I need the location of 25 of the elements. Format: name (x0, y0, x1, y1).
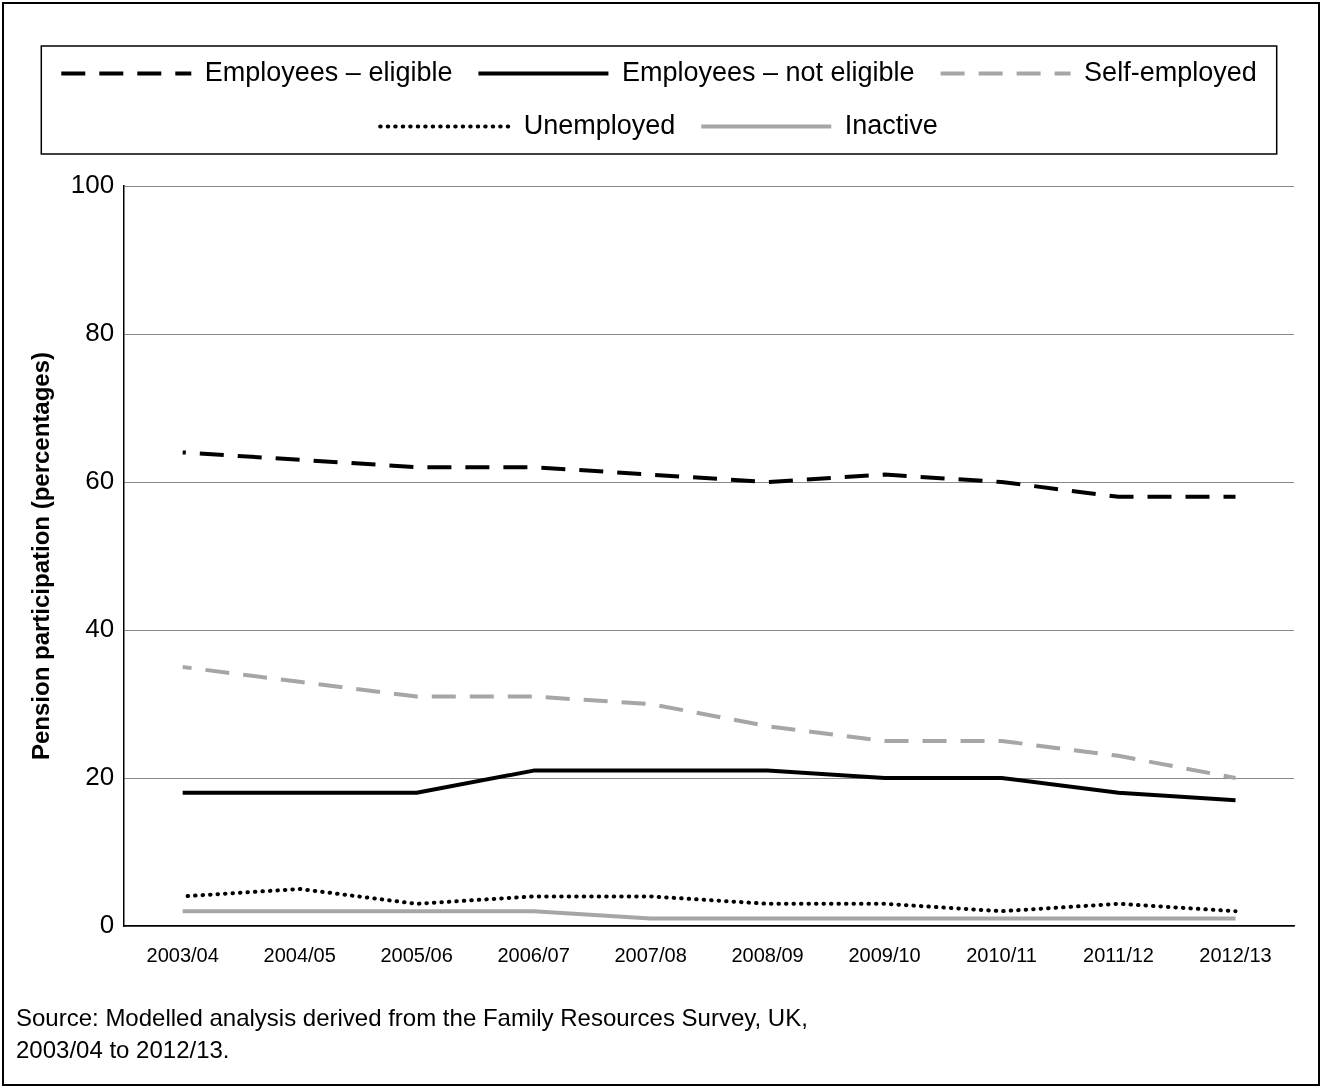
y-tick-label: 80 (85, 317, 115, 348)
legend-label: Employees – not eligible (621, 56, 915, 87)
y-tick-label: 60 (85, 465, 115, 496)
x-tick-label: 2009/10 (848, 943, 921, 966)
line-series (180, 665, 1238, 780)
y-axis-title: Pension participation (percentages) (27, 351, 55, 761)
x-tick-label: 2006/07 (497, 943, 570, 966)
x-tick-label: 2011/12 (1083, 943, 1154, 966)
x-tick-label: 2004/05 (263, 943, 336, 966)
y-tick-label: 0 (99, 909, 115, 940)
x-tick-label: 2003/04 (146, 943, 219, 966)
legend-label: Unemployed (523, 109, 676, 140)
legend-label: Self-employed (1084, 56, 1257, 87)
x-tick-label: 2007/08 (614, 943, 687, 966)
source-note: Source: Modelled analysis derived from the Family Resources Survey, UK, 2003/04 to 2012/13. (16, 1003, 809, 1065)
line-series (180, 450, 1238, 499)
x-tick-label: 2010/11 (966, 943, 1037, 966)
x-tick-label: 2005/06 (380, 943, 453, 966)
x-tick-label: 2012/13 (1199, 943, 1272, 966)
legend-label: Employees – eligible (204, 56, 453, 87)
y-tick-label: 40 (85, 613, 115, 644)
legend-label: Inactive (844, 109, 938, 140)
y-tick-label: 100 (70, 169, 115, 200)
y-tick-label: 20 (85, 761, 115, 792)
x-tick-label: 2008/09 (731, 943, 804, 966)
